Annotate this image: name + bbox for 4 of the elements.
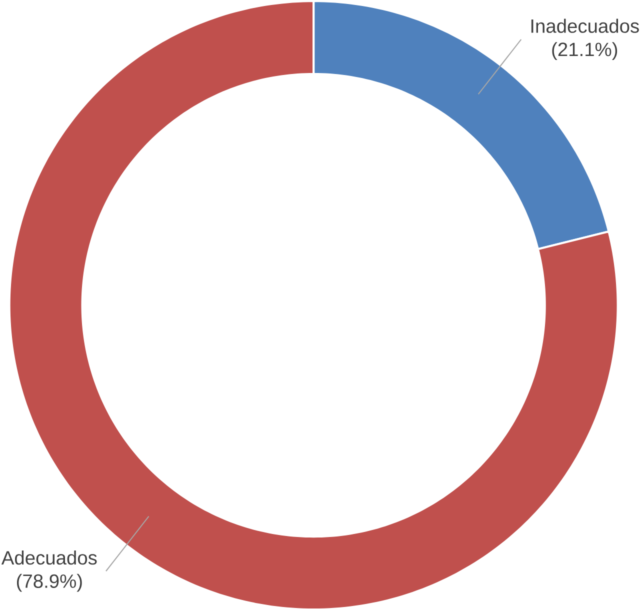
slice-label: Adecuados — [1, 550, 97, 565]
slice-label: Inadecuados — [531, 19, 639, 34]
data-label: (21.1%) — [552, 42, 618, 60]
data-label: (78.9%) — [16, 574, 82, 592]
